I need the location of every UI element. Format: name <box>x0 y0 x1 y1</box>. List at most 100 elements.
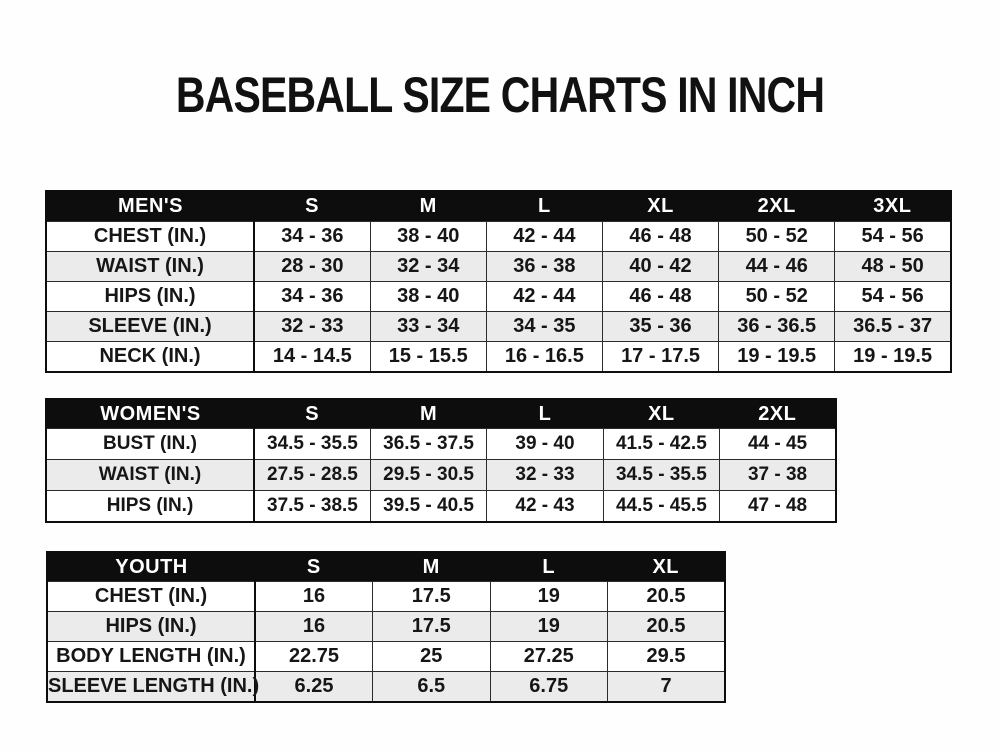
value-cell: 20.5 <box>607 611 726 642</box>
table-row: HIPS (IN.) 37.5 - 38.5 39.5 - 40.5 42 - 43 4… <box>45 490 837 523</box>
value-cell: 37.5 - 38.5 <box>253 490 371 523</box>
column-header-s: S <box>255 552 373 582</box>
value-cell: 37 - 38 <box>719 459 837 491</box>
column-header-xl: XL <box>602 191 719 222</box>
value-cell: 27.25 <box>489 641 608 672</box>
youth-group-header: YOUTH <box>47 552 255 582</box>
value-cell: 36 - 36.5 <box>718 311 836 342</box>
value-cell: 50 - 52 <box>718 281 836 312</box>
value-cell: 40 - 42 <box>601 251 720 282</box>
mens-size-table-container: MEN'S S M L XL 2XL 3XL CHEST (IN.) 34 - 36 38 - 4… <box>45 190 952 373</box>
value-cell: 15 - 15.5 <box>369 341 487 373</box>
value-cell: 35 - 36 <box>601 311 720 342</box>
row-label: CHEST (IN.) <box>46 581 256 612</box>
row-label: WAIST (IN.) <box>45 251 255 282</box>
table-row: BUST (IN.) 34.5 - 35.5 36.5 - 37.5 39 - 40 4… <box>45 428 837 460</box>
value-cell: 38 - 40 <box>369 221 487 252</box>
value-cell: 32 - 33 <box>486 459 604 491</box>
table-row: CHEST (IN.) 16 17.5 19 20.5 <box>46 581 726 612</box>
value-cell: 25 <box>372 641 491 672</box>
row-label: CHEST (IN.) <box>45 221 255 252</box>
column-header-l: L <box>486 399 604 429</box>
column-header-2xl: 2XL <box>718 191 835 222</box>
column-header-xl: XL <box>603 399 720 429</box>
column-header-s: S <box>254 191 371 222</box>
table-row: WAIST (IN.) 28 - 30 32 - 34 36 - 38 40 - 42 4… <box>45 251 952 282</box>
value-cell: 41.5 - 42.5 <box>602 428 721 460</box>
value-cell: 16 <box>254 581 373 612</box>
value-cell: 36.5 - 37 <box>834 311 952 342</box>
value-cell: 17.5 <box>372 581 491 612</box>
value-cell: 6.5 <box>372 671 491 703</box>
column-header-l: L <box>486 191 603 222</box>
value-cell: 6.25 <box>254 671 373 703</box>
page-title: BASEBALL SIZE CHARTS IN INCH <box>175 67 825 123</box>
row-label: BUST (IN.) <box>45 428 255 460</box>
row-label: HIPS (IN.) <box>45 281 255 312</box>
value-cell: 19 - 19.5 <box>718 341 836 373</box>
value-cell: 42 - 44 <box>485 221 603 252</box>
value-cell: 32 - 34 <box>369 251 487 282</box>
value-cell: 19 <box>489 581 608 612</box>
table-row: HIPS (IN.) 34 - 36 38 - 40 42 - 44 46 - 48 50… <box>45 281 952 312</box>
value-cell: 42 - 44 <box>485 281 603 312</box>
value-cell: 16 <box>254 611 373 642</box>
value-cell: 46 - 48 <box>601 281 720 312</box>
table-row: CHEST (IN.) 34 - 36 38 - 40 42 - 44 46 - 48 5… <box>45 221 952 252</box>
youth-header-row: YOUTH S M L XL <box>47 552 725 582</box>
value-cell: 7 <box>607 671 726 703</box>
value-cell: 44 - 45 <box>719 428 837 460</box>
value-cell: 34 - 36 <box>253 281 371 312</box>
value-cell: 19 - 19.5 <box>834 341 952 373</box>
value-cell: 39.5 - 40.5 <box>369 490 488 523</box>
value-cell: 34 - 36 <box>253 221 371 252</box>
value-cell: 6.75 <box>489 671 608 703</box>
table-row: SLEEVE LENGTH (IN.) 6.25 6.5 6.75 7 <box>46 671 726 703</box>
row-label: WAIST (IN.) <box>45 459 255 491</box>
youth-size-table: YOUTH S M L XL CHEST (IN.) 16 17.5 19 20.5 HIPS (I… <box>46 551 726 703</box>
table-row: SLEEVE (IN.) 32 - 33 33 - 34 34 - 35 35 - 36… <box>45 311 952 342</box>
value-cell: 36 - 38 <box>485 251 603 282</box>
table-row: WAIST (IN.) 27.5 - 28.5 29.5 - 30.5 32 - 33… <box>45 459 837 491</box>
column-header-m: M <box>372 552 490 582</box>
column-header-m: M <box>370 191 487 222</box>
value-cell: 14 - 14.5 <box>253 341 371 373</box>
value-cell: 32 - 33 <box>253 311 371 342</box>
row-label: BODY LENGTH (IN.) <box>46 641 256 672</box>
value-cell: 47 - 48 <box>719 490 837 523</box>
womens-size-table: WOMEN'S S M L XL 2XL BUST (IN.) 34.5 - 35.5 36.5… <box>45 398 837 523</box>
table-row: BODY LENGTH (IN.) 22.75 25 27.25 29.5 <box>46 641 726 672</box>
value-cell: 29.5 - 30.5 <box>369 459 488 491</box>
row-label: SLEEVE (IN.) <box>45 311 255 342</box>
value-cell: 19 <box>489 611 608 642</box>
table-row: HIPS (IN.) 16 17.5 19 20.5 <box>46 611 726 642</box>
column-header-3xl: 3XL <box>834 191 951 222</box>
value-cell: 39 - 40 <box>486 428 604 460</box>
row-label: HIPS (IN.) <box>45 490 255 523</box>
value-cell: 54 - 56 <box>834 221 952 252</box>
value-cell: 27.5 - 28.5 <box>253 459 371 491</box>
value-cell: 44.5 - 45.5 <box>602 490 721 523</box>
womens-size-table-container: WOMEN'S S M L XL 2XL BUST (IN.) 34.5 - 35.5 36.5… <box>45 398 837 523</box>
value-cell: 34 - 35 <box>485 311 603 342</box>
value-cell: 38 - 40 <box>369 281 487 312</box>
mens-size-table: MEN'S S M L XL 2XL 3XL CHEST (IN.) 34 - 36 38 - 4… <box>45 190 952 373</box>
value-cell: 36.5 - 37.5 <box>369 428 488 460</box>
youth-size-table-container: YOUTH S M L XL CHEST (IN.) 16 17.5 19 20.5 HIPS (I… <box>46 551 726 703</box>
column-header-m: M <box>370 399 487 429</box>
value-cell: 17 - 17.5 <box>601 341 720 373</box>
column-header-2xl: 2XL <box>719 399 836 429</box>
value-cell: 20.5 <box>607 581 726 612</box>
value-cell: 34.5 - 35.5 <box>253 428 371 460</box>
value-cell: 29.5 <box>607 641 726 672</box>
column-header-l: L <box>490 552 608 582</box>
row-label: HIPS (IN.) <box>46 611 256 642</box>
womens-header-row: WOMEN'S S M L XL 2XL <box>46 399 836 429</box>
table-row: NECK (IN.) 14 - 14.5 15 - 15.5 16 - 16.5 17 … <box>45 341 952 373</box>
value-cell: 22.75 <box>254 641 373 672</box>
value-cell: 34.5 - 35.5 <box>602 459 721 491</box>
mens-header-row: MEN'S S M L XL 2XL 3XL <box>46 191 951 222</box>
value-cell: 28 - 30 <box>253 251 371 282</box>
value-cell: 48 - 50 <box>834 251 952 282</box>
